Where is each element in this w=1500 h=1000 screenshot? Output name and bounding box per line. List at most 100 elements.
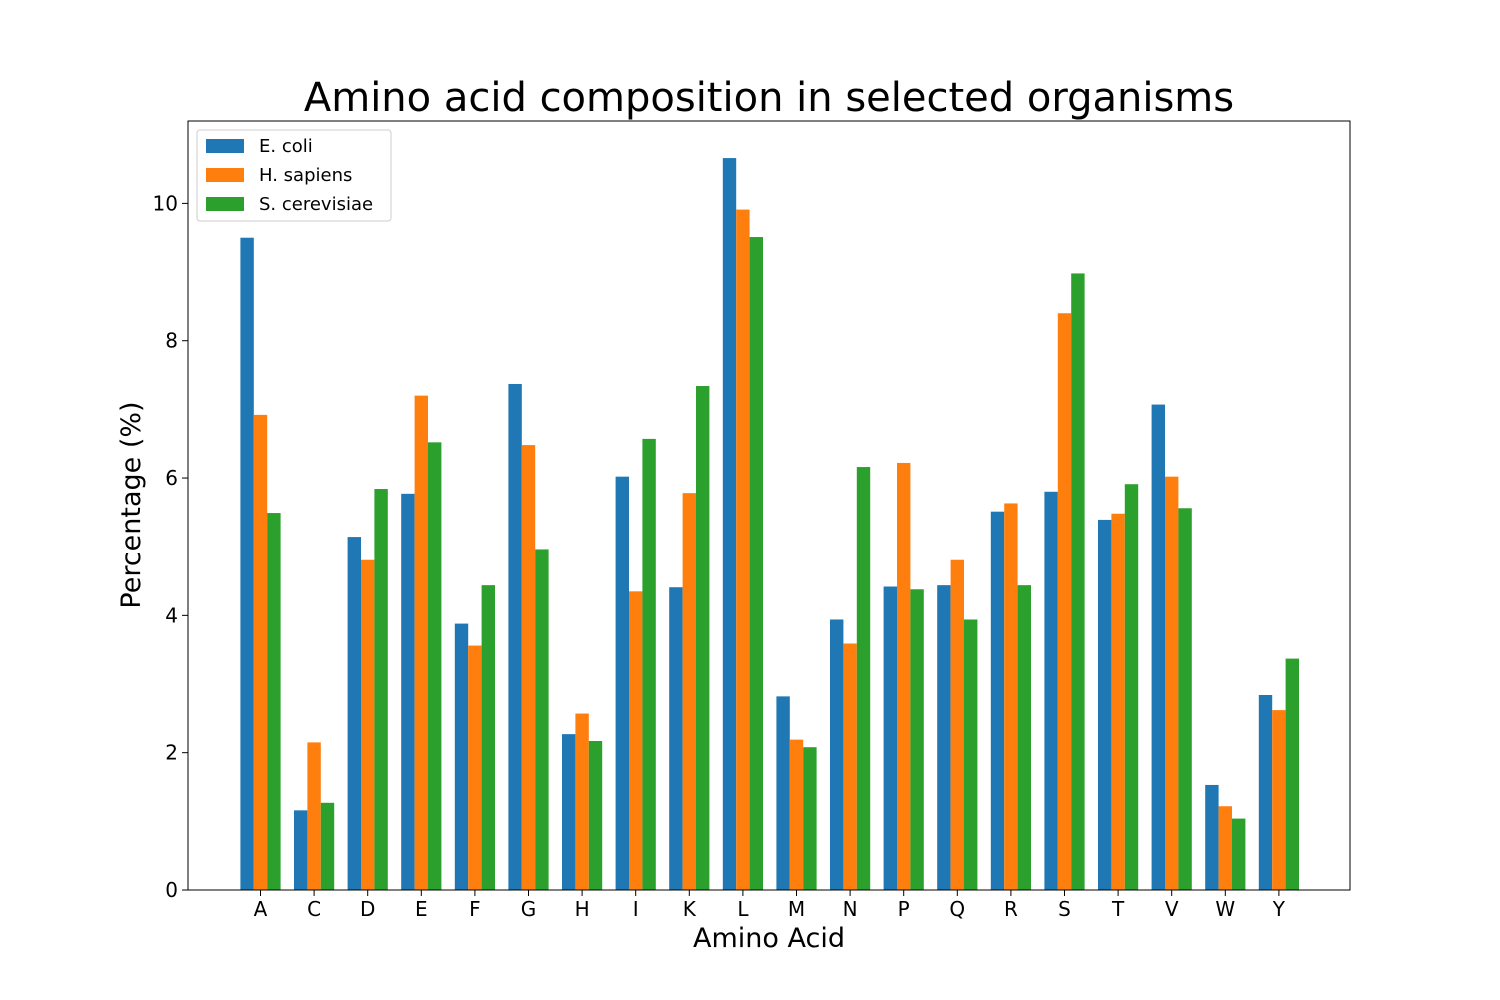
bar-S-series-2 — [1071, 273, 1085, 890]
legend-label-1: H. sapiens — [259, 165, 352, 186]
x-tick-label: T — [1111, 897, 1125, 921]
bar-F-series-2 — [481, 585, 495, 890]
bar-D-series-0 — [347, 537, 361, 890]
bar-E-series-1 — [414, 395, 428, 890]
x-tick-label: L — [737, 897, 749, 921]
x-tick-label: W — [1215, 897, 1235, 921]
bar-I-series-2 — [642, 438, 656, 890]
bar-T-series-1 — [1111, 513, 1125, 890]
bar-Y-series-2 — [1285, 658, 1299, 890]
bar-E-series-2 — [428, 442, 442, 890]
x-tick-label: P — [898, 897, 910, 921]
chart-title: Amino acid composition in selected organ… — [304, 75, 1234, 121]
bar-W-series-0 — [1205, 784, 1219, 890]
x-tick-label: Q — [949, 897, 965, 921]
bar-M-series-1 — [789, 739, 804, 890]
y-tick-label: 2 — [165, 741, 178, 765]
bar-T-series-0 — [1098, 519, 1112, 890]
bar-H-series-0 — [562, 734, 576, 890]
bar-P-series-0 — [883, 586, 897, 890]
y-axis: 0 2 4 6 8 10 — [153, 191, 188, 902]
bar-V-series-1 — [1165, 476, 1179, 890]
y-tick-label: 6 — [165, 466, 178, 490]
bar-P-series-2 — [910, 589, 924, 890]
x-tick-label: G — [521, 897, 537, 921]
bar-G-series-0 — [508, 383, 522, 890]
bar-Y-series-1 — [1272, 710, 1286, 890]
y-tick-label: 4 — [165, 603, 178, 627]
bar-H-series-1 — [575, 713, 589, 890]
bar-V-series-2 — [1178, 508, 1192, 890]
bar-H-series-2 — [588, 741, 603, 890]
bar-V-series-0 — [1151, 404, 1165, 890]
bar-L-series-0 — [722, 158, 737, 890]
bar-C-series-0 — [294, 810, 308, 890]
y-axis-title: Percentage (%) — [116, 401, 147, 608]
x-tick-label: K — [683, 897, 697, 921]
x-tick-label: A — [254, 897, 268, 921]
bar-C-series-2 — [320, 802, 335, 890]
x-tick-label: S — [1058, 897, 1071, 921]
bar-K-series-2 — [696, 386, 710, 890]
x-tick-label: V — [1165, 897, 1179, 921]
bar-M-series-2 — [803, 747, 817, 890]
bar-N-series-2 — [856, 467, 871, 890]
bar-L-series-1 — [736, 209, 750, 890]
legend: E. coli H. sapiens S. cerevisiae — [196, 129, 392, 222]
bar-A-series-2 — [267, 513, 281, 890]
x-tick-label: R — [1004, 897, 1018, 921]
bar-M-series-0 — [776, 696, 790, 890]
bar-D-series-1 — [361, 559, 375, 890]
bar-K-series-1 — [682, 493, 696, 890]
x-tick-label: N — [843, 897, 858, 921]
x-tick-label: D — [360, 897, 375, 921]
bar-R-series-0 — [990, 511, 1005, 890]
bar-I-series-1 — [629, 591, 643, 890]
x-tick-label: I — [633, 897, 639, 921]
bar-Q-series-2 — [964, 619, 978, 890]
bar-I-series-0 — [615, 476, 629, 890]
x-tick-label: E — [415, 897, 428, 921]
bar-Q-series-0 — [937, 585, 951, 890]
bars-group — [240, 158, 1299, 891]
x-axis-title: Amino Acid — [693, 923, 845, 954]
bar-S-series-1 — [1057, 313, 1072, 890]
bar-A-series-0 — [240, 237, 254, 891]
bar-L-series-2 — [749, 237, 763, 891]
bar-P-series-1 — [897, 462, 911, 890]
bar-W-series-1 — [1218, 806, 1232, 890]
bar-F-series-1 — [468, 645, 482, 890]
y-tick-label: 8 — [165, 329, 178, 353]
bar-Q-series-1 — [950, 559, 964, 890]
bar-N-series-0 — [830, 619, 844, 890]
y-tick-label: 10 — [153, 191, 178, 215]
bar-E-series-0 — [401, 493, 415, 890]
bar-F-series-0 — [454, 623, 469, 890]
bar-C-series-1 — [307, 742, 321, 890]
bar-Y-series-0 — [1258, 695, 1273, 890]
bar-K-series-0 — [669, 587, 683, 890]
bar-A-series-1 — [253, 414, 268, 890]
x-tick-label: F — [469, 897, 481, 921]
bar-T-series-2 — [1124, 484, 1139, 890]
y-tick-label: 0 — [165, 878, 178, 902]
x-tick-label: C — [307, 897, 321, 921]
bar-S-series-0 — [1044, 491, 1058, 890]
legend-label-2: S. cerevisiae — [259, 194, 373, 215]
bar-G-series-1 — [521, 445, 536, 890]
legend-box — [196, 129, 392, 222]
legend-swatch-1 — [206, 168, 244, 182]
legend-label-0: E. coli — [259, 136, 313, 157]
bar-D-series-2 — [374, 489, 388, 890]
legend-swatch-2 — [206, 197, 244, 211]
bar-W-series-2 — [1232, 818, 1246, 890]
x-tick-label: H — [575, 897, 590, 921]
legend-swatch-0 — [206, 139, 244, 153]
plot-area-frame — [187, 120, 1351, 891]
bar-G-series-2 — [535, 549, 549, 890]
bar-N-series-1 — [843, 643, 857, 890]
x-tick-label: Y — [1272, 897, 1286, 921]
x-tick-label: M — [788, 897, 805, 921]
